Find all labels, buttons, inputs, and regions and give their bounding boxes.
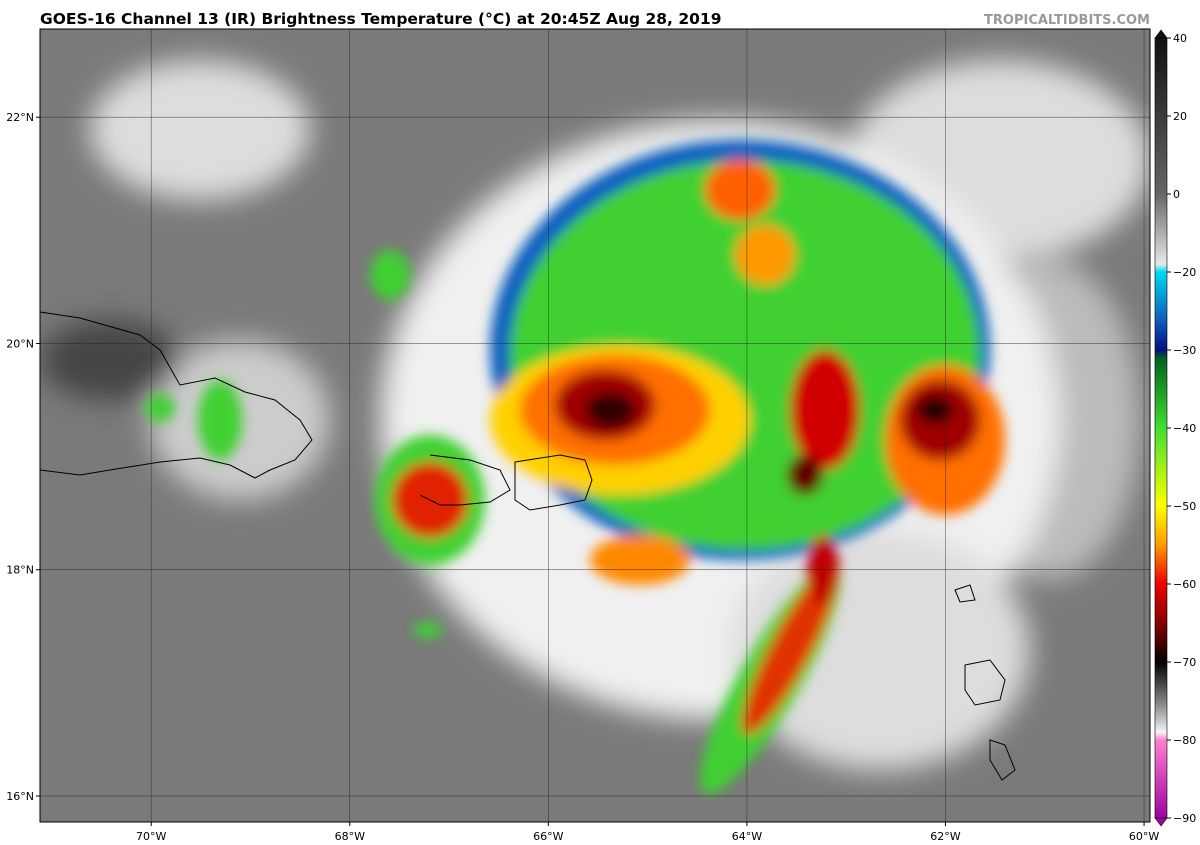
x-tick-label: 62°W [930,830,960,843]
x-tick-label: 60°W [1129,830,1159,843]
satellite-image [40,29,1150,822]
colorbar-tick-label: −60 [1173,578,1196,591]
y-tick-label: 20°N [6,337,34,350]
title: GOES-16 Channel 13 (IR) Brightness Tempe… [40,10,721,28]
colorbar-tick-label: −90 [1173,812,1196,825]
colorbar-tick-label: −80 [1173,734,1196,747]
colorbar-tick-label: −50 [1173,500,1196,513]
colorbar-tick-label: −40 [1173,422,1196,435]
y-tick-label: 18°N [6,564,34,577]
colorbar-tick-label: −30 [1173,344,1196,357]
x-tick-label: 64°W [732,830,762,843]
watermark: TROPICALTIDBITS.COM [984,13,1150,28]
map-frame [39,28,1151,823]
colorbar-tick-label: 0 [1173,188,1180,201]
x-tick-label: 70°W [136,830,166,843]
colorbar-tick-label: −70 [1173,656,1196,669]
x-tick-label: 66°W [533,830,563,843]
colorbar-ticks: 40 20 0 −20 −30 −40 −50 −60 −70 −80 −90 [1167,32,1196,825]
colorbar [1154,29,1168,827]
x-tick-label: 68°W [335,830,365,843]
colorbar-tick-label: 40 [1173,32,1187,45]
graticule [40,29,1150,822]
colorbar-tick-label: −20 [1173,266,1196,279]
y-tick-label: 22°N [6,111,34,124]
y-tick-label: 16°N [6,790,34,803]
colorbar-tick-label: 20 [1173,110,1187,123]
coastlines [40,311,1016,781]
